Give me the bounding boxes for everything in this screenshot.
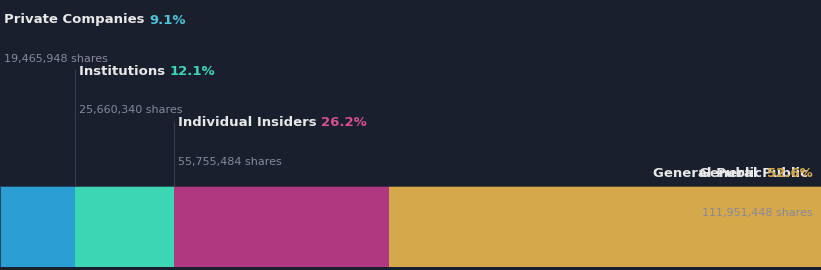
Text: Private Companies: Private Companies bbox=[4, 14, 149, 26]
Text: 19,465,948 shares: 19,465,948 shares bbox=[4, 54, 108, 64]
Text: General Public: General Public bbox=[654, 167, 767, 180]
Bar bbox=[174, 186, 389, 267]
Text: 25,660,340 shares: 25,660,340 shares bbox=[79, 105, 182, 115]
Text: 26.2%: 26.2% bbox=[321, 116, 367, 129]
Text: 111,951,448 shares: 111,951,448 shares bbox=[702, 208, 813, 218]
Bar bbox=[75, 186, 174, 267]
Bar bbox=[389, 186, 821, 267]
Text: Individual Insiders: Individual Insiders bbox=[178, 116, 321, 129]
Bar bbox=[0, 186, 75, 267]
Text: 55,755,484 shares: 55,755,484 shares bbox=[178, 157, 282, 167]
Bar bbox=[0, 186, 821, 267]
Text: 52.6%: 52.6% bbox=[767, 167, 813, 180]
Text: Institutions: Institutions bbox=[79, 65, 170, 78]
Text: 12.1%: 12.1% bbox=[170, 65, 215, 78]
Text: General Public: General Public bbox=[699, 167, 813, 180]
Text: 9.1%: 9.1% bbox=[149, 14, 186, 26]
